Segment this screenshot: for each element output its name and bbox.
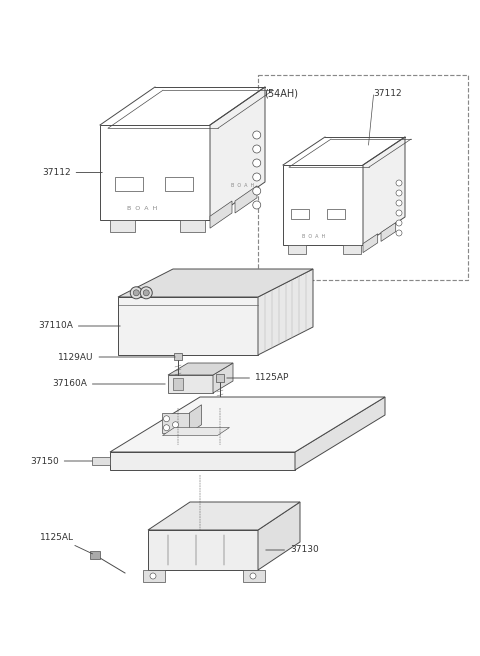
Polygon shape — [213, 363, 233, 393]
Text: 37110A: 37110A — [38, 321, 120, 331]
Text: 1125AL: 1125AL — [40, 533, 93, 554]
Circle shape — [253, 131, 261, 139]
Text: 1125AP: 1125AP — [227, 373, 289, 382]
Polygon shape — [163, 428, 229, 436]
Circle shape — [253, 145, 261, 153]
Circle shape — [140, 287, 152, 298]
Circle shape — [253, 187, 261, 195]
Circle shape — [164, 424, 169, 431]
Text: B  O  A  H: B O A H — [127, 205, 157, 211]
Polygon shape — [216, 374, 224, 382]
Polygon shape — [143, 570, 165, 582]
Polygon shape — [165, 177, 193, 192]
Polygon shape — [118, 269, 313, 297]
Polygon shape — [210, 87, 265, 220]
Polygon shape — [295, 397, 385, 470]
Circle shape — [396, 180, 402, 186]
Polygon shape — [258, 502, 300, 570]
Polygon shape — [343, 245, 361, 254]
Circle shape — [396, 200, 402, 206]
Polygon shape — [288, 245, 306, 254]
Polygon shape — [180, 220, 205, 232]
Polygon shape — [161, 413, 190, 433]
Polygon shape — [327, 209, 345, 219]
Polygon shape — [190, 405, 202, 433]
Text: 1129AU: 1129AU — [58, 352, 175, 361]
Circle shape — [396, 230, 402, 236]
Polygon shape — [235, 186, 257, 213]
Text: 37130: 37130 — [266, 546, 319, 554]
Polygon shape — [243, 570, 265, 582]
Polygon shape — [381, 222, 396, 241]
Polygon shape — [110, 397, 385, 452]
Polygon shape — [173, 378, 183, 390]
Polygon shape — [363, 234, 378, 253]
Polygon shape — [258, 269, 313, 355]
Polygon shape — [168, 363, 233, 375]
Text: B  O  A  H: B O A H — [302, 234, 325, 239]
Polygon shape — [110, 452, 295, 470]
Text: 37150: 37150 — [30, 457, 92, 466]
Polygon shape — [90, 551, 100, 559]
Circle shape — [143, 290, 149, 296]
Polygon shape — [100, 125, 210, 220]
Circle shape — [253, 159, 261, 167]
Bar — [258, 75, 468, 280]
Circle shape — [172, 422, 179, 428]
Circle shape — [130, 287, 142, 298]
Polygon shape — [115, 177, 143, 192]
Circle shape — [164, 416, 169, 422]
Text: 37160A: 37160A — [52, 380, 165, 388]
Circle shape — [133, 290, 139, 296]
Polygon shape — [283, 165, 363, 245]
Polygon shape — [92, 457, 110, 465]
Polygon shape — [110, 220, 135, 232]
Circle shape — [253, 173, 261, 181]
Polygon shape — [148, 530, 258, 570]
Circle shape — [396, 190, 402, 196]
Circle shape — [250, 573, 256, 579]
Text: 37112: 37112 — [373, 89, 402, 98]
Circle shape — [396, 220, 402, 226]
Polygon shape — [210, 201, 232, 228]
Polygon shape — [168, 375, 213, 393]
Text: B  O  A  H: B O A H — [231, 183, 254, 188]
Polygon shape — [118, 297, 258, 355]
Polygon shape — [174, 353, 182, 360]
Circle shape — [396, 210, 402, 216]
Text: 37112: 37112 — [42, 168, 102, 177]
Text: (54AH): (54AH) — [264, 89, 298, 99]
Polygon shape — [291, 209, 309, 219]
Circle shape — [150, 573, 156, 579]
Polygon shape — [148, 502, 300, 530]
Circle shape — [253, 201, 261, 209]
Polygon shape — [363, 137, 405, 245]
